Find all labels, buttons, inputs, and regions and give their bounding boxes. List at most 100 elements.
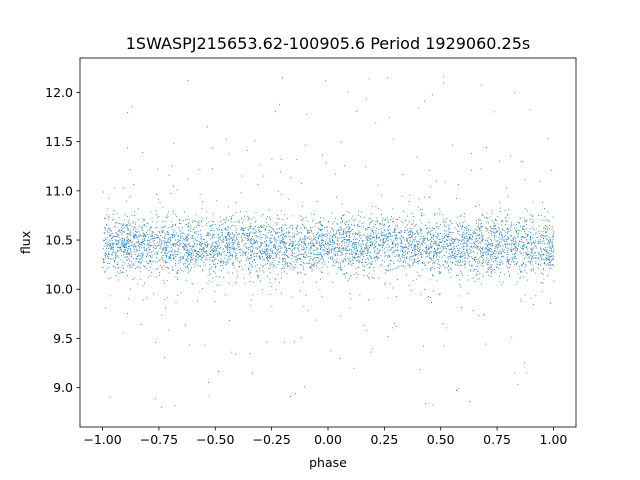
data-point <box>310 267 312 269</box>
data-point <box>272 266 274 268</box>
data-point <box>198 225 200 227</box>
data-point <box>310 252 312 254</box>
data-point <box>248 257 250 259</box>
data-point <box>216 254 218 256</box>
data-point <box>385 272 386 274</box>
data-point <box>190 269 191 271</box>
data-point <box>384 248 386 250</box>
data-point <box>395 238 397 240</box>
data-point <box>366 98 367 100</box>
data-point <box>129 169 131 171</box>
data-point <box>309 259 310 261</box>
data-point <box>530 232 531 234</box>
data-point <box>551 248 553 250</box>
data-point <box>498 236 500 238</box>
data-point <box>181 258 183 260</box>
data-point <box>460 216 462 217</box>
data-point <box>506 254 508 255</box>
data-point <box>491 212 493 214</box>
data-point <box>473 277 475 279</box>
data-point <box>117 234 119 236</box>
data-point <box>199 248 201 250</box>
data-point <box>491 256 493 258</box>
data-point <box>247 229 249 231</box>
data-point <box>339 250 341 252</box>
data-point <box>137 242 139 244</box>
data-point <box>233 238 235 240</box>
data-point <box>522 226 524 227</box>
data-point <box>164 299 166 301</box>
data-point <box>516 263 518 265</box>
data-point <box>496 245 498 246</box>
data-point <box>203 256 205 258</box>
data-point <box>352 215 354 217</box>
data-point <box>396 325 397 327</box>
data-point <box>355 267 357 269</box>
data-point <box>325 253 327 254</box>
data-point <box>434 250 436 252</box>
data-point <box>192 252 194 254</box>
data-point <box>236 270 238 272</box>
data-point <box>180 236 182 237</box>
data-point <box>226 238 228 240</box>
data-point <box>387 236 389 238</box>
data-point <box>111 240 113 241</box>
data-point <box>224 235 226 237</box>
data-point <box>175 232 177 234</box>
data-point <box>424 288 426 290</box>
data-point <box>351 251 353 253</box>
data-point <box>403 255 405 256</box>
data-point <box>357 260 359 262</box>
data-point <box>406 239 408 241</box>
data-point <box>385 241 387 243</box>
data-point <box>254 226 256 227</box>
data-point <box>107 229 109 231</box>
data-point <box>218 234 220 236</box>
data-point <box>190 231 192 232</box>
data-point <box>495 228 497 230</box>
data-point <box>109 230 111 231</box>
data-point <box>460 286 462 288</box>
data-point <box>422 244 423 246</box>
data-point <box>369 223 370 225</box>
data-point <box>543 278 545 280</box>
data-point <box>476 234 478 236</box>
data-point <box>423 238 425 240</box>
data-point <box>149 239 150 241</box>
data-point <box>150 227 152 229</box>
data-point <box>245 233 247 235</box>
data-point <box>459 222 461 224</box>
data-point <box>117 267 119 269</box>
data-point <box>331 227 332 229</box>
data-point <box>173 244 174 246</box>
data-point <box>479 238 481 239</box>
data-point <box>247 235 249 237</box>
data-point <box>511 250 512 252</box>
data-point <box>495 246 497 248</box>
data-point <box>384 236 386 238</box>
data-point <box>312 250 314 252</box>
data-point <box>502 250 504 252</box>
data-point <box>542 231 544 232</box>
data-point <box>462 239 463 241</box>
data-point <box>216 240 218 242</box>
data-point <box>197 257 199 259</box>
data-point <box>471 169 473 171</box>
data-point <box>229 234 230 236</box>
data-point <box>314 245 315 246</box>
data-point <box>123 219 125 221</box>
data-point <box>286 249 288 251</box>
data-point <box>167 246 169 248</box>
data-point <box>404 239 405 241</box>
data-point <box>286 231 287 233</box>
data-point <box>119 247 121 249</box>
data-point <box>486 212 488 214</box>
data-point <box>279 241 281 243</box>
data-point <box>200 246 202 247</box>
data-point <box>419 227 421 229</box>
data-point <box>303 268 304 270</box>
data-point <box>392 235 394 237</box>
data-point <box>422 240 424 242</box>
data-point <box>313 264 314 265</box>
